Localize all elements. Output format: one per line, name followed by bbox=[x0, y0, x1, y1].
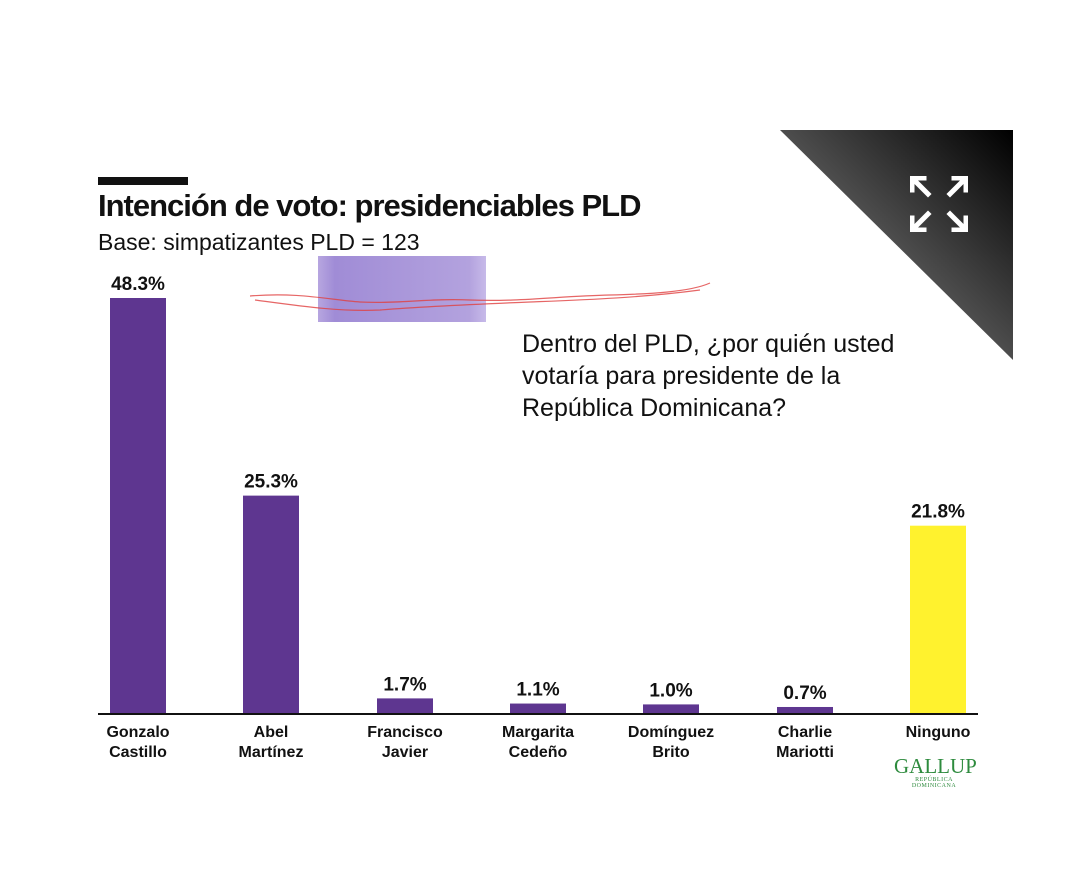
value-label-2: 1.7% bbox=[383, 674, 426, 695]
survey-question: Dentro del PLD, ¿por quién usted votaría… bbox=[522, 330, 895, 422]
chart-title: Intención de voto: presidenciables PLD bbox=[98, 188, 641, 223]
category-label-3-1: Cedeño bbox=[509, 744, 568, 761]
chart-subtitle: Base: simpatizantes PLD = 123 bbox=[98, 229, 420, 255]
bar-6 bbox=[910, 525, 966, 713]
value-label-6: 21.8% bbox=[911, 502, 965, 523]
category-label-2-1: Javier bbox=[382, 744, 428, 761]
bar-group: 48.3% Gonzalo Castillo 25.3% Abel Martínez 1.7… bbox=[106, 274, 970, 761]
redaction-sticker bbox=[318, 256, 486, 322]
bar-3 bbox=[510, 703, 566, 713]
bar-0 bbox=[110, 298, 166, 713]
value-label-1: 25.3% bbox=[244, 472, 298, 493]
category-label-3-0: Margarita bbox=[502, 724, 574, 741]
bar-2 bbox=[377, 698, 433, 713]
value-label-0: 48.3% bbox=[111, 274, 165, 295]
bar-1 bbox=[243, 495, 299, 713]
category-label-0-0: Gonzalo bbox=[106, 724, 169, 741]
corner-shade bbox=[780, 130, 1013, 360]
bar-5 bbox=[777, 706, 833, 713]
category-label-0-1: Castillo bbox=[109, 744, 167, 761]
title-accent-bar bbox=[98, 177, 188, 185]
category-label-2-0: Francisco bbox=[367, 724, 443, 741]
value-label-4: 1.0% bbox=[649, 680, 692, 701]
gallup-logo-subtext: REPÚBLICA DOMINICANA bbox=[911, 777, 957, 789]
category-label-1-0: Abel bbox=[254, 724, 289, 741]
category-label-6-0: Ninguno bbox=[906, 724, 971, 741]
bar-4 bbox=[643, 704, 699, 713]
category-label-5-1: Mariotti bbox=[776, 744, 834, 761]
value-label-3: 1.1% bbox=[516, 680, 559, 701]
category-label-4-1: Brito bbox=[652, 744, 690, 761]
expand-icon[interactable] bbox=[908, 174, 970, 234]
gallup-logo: GALLUP REPÚBLICA DOMINICANA bbox=[894, 754, 977, 789]
value-label-5: 0.7% bbox=[783, 683, 826, 704]
category-label-4-0: Domínguez bbox=[628, 724, 714, 741]
scribble-line bbox=[249, 282, 711, 311]
gallup-logo-text: GALLUP bbox=[894, 754, 977, 778]
category-label-5-0: Charlie bbox=[778, 724, 832, 741]
category-label-1-1: Martínez bbox=[239, 744, 304, 761]
